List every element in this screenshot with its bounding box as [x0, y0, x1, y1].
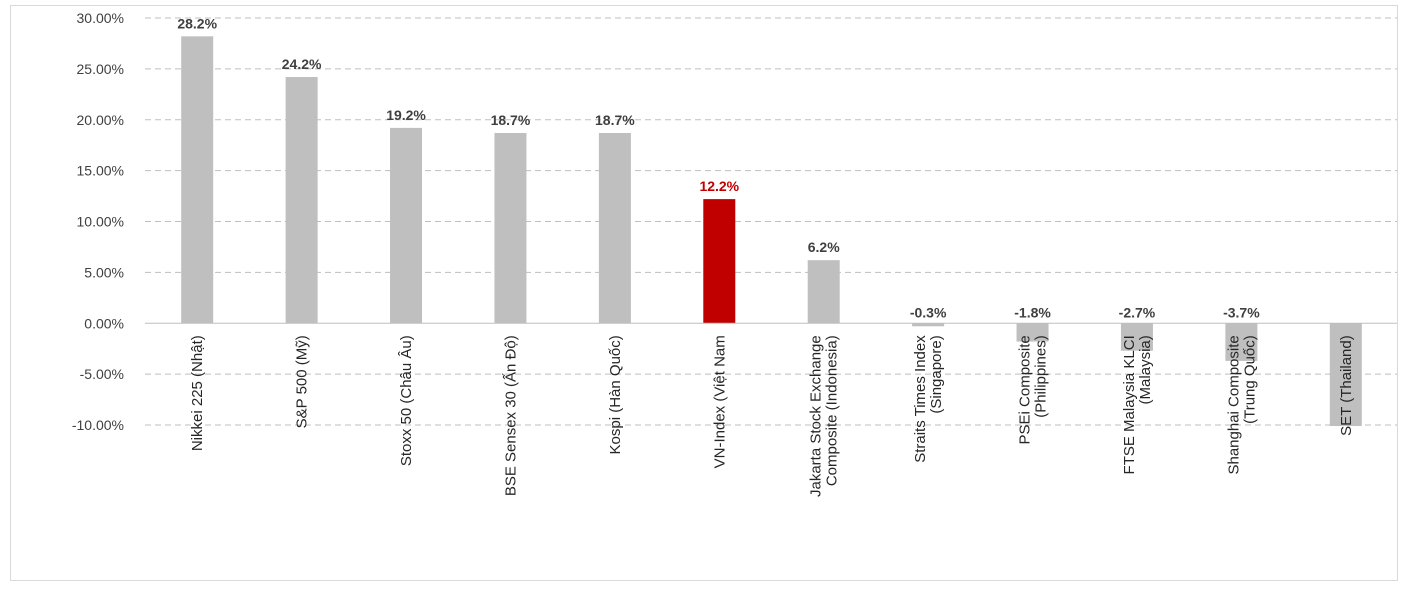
data-label: 18.7%	[595, 112, 635, 128]
category-label: Stoxx 50 (Châu Âu)	[398, 335, 415, 466]
y-tick-label: 25.00%	[77, 61, 124, 77]
y-tick-label: 0.00%	[84, 315, 124, 331]
category-label: S&P 500 (Mỹ)	[294, 335, 311, 428]
bar	[181, 36, 214, 324]
data-label: 19.2%	[386, 107, 426, 123]
category-label: (Philippines)	[1033, 335, 1050, 418]
category-label: Kospi (Hàn Quốc)	[607, 335, 624, 454]
category-label: Straits Times Index	[912, 335, 929, 463]
bar	[1329, 323, 1362, 427]
y-tick-label: -10.00%	[72, 417, 124, 433]
bar	[390, 127, 423, 324]
bar	[1225, 323, 1258, 361]
y-tick-label: 10.00%	[77, 214, 124, 230]
category-label: Shanghai Composite	[1225, 335, 1242, 474]
category-label: (Trung Quốc)	[1241, 335, 1258, 424]
category-label: Nikkei 225 (Nhật)	[189, 335, 206, 451]
category-label: FTSE Malaysia KLCI	[1121, 335, 1138, 474]
y-tick-label: -5.00%	[80, 366, 124, 382]
bar	[598, 132, 631, 324]
category-label: (Malaysia)	[1137, 335, 1154, 404]
category-label: PSEi Composite	[1017, 335, 1034, 444]
data-label: 18.7%	[491, 112, 531, 128]
y-tick-label: 20.00%	[77, 112, 124, 128]
category-label: BSE Sensex 30 (Ấn Độ)	[502, 335, 519, 496]
data-label: 6.2%	[808, 239, 840, 255]
category-label: VN-Index (Việt Nam	[711, 335, 728, 468]
data-labels: 28.2% 24.2% 19.2% 18.7% 18.7% 12.2% 6.2% -0.3% -…	[177, 15, 1260, 320]
category-label: (Singapore)	[928, 335, 945, 413]
data-label: -2.7%	[1119, 304, 1156, 320]
data-label: -1.8%	[1014, 304, 1051, 320]
data-label: 12.2%	[699, 178, 739, 194]
gridlines	[145, 17, 1398, 426]
data-label: -3.7%	[1223, 304, 1260, 320]
category-label: Composite (Indonesia)	[824, 335, 841, 486]
bar	[912, 323, 945, 327]
bar	[1120, 323, 1153, 351]
y-tick-label: 30.00%	[77, 10, 124, 26]
data-label: -0.3%	[910, 304, 947, 320]
bars	[181, 36, 1362, 427]
chart-frame	[10, 5, 1398, 581]
category-label: SET (Thailand)	[1338, 335, 1355, 436]
bar	[703, 199, 736, 324]
bar	[1016, 323, 1049, 342]
category-label: Jakarta Stock Exchange	[808, 335, 825, 497]
bar	[285, 77, 318, 324]
category-labels: Nikkei 225 (Nhật) S&P 500 (Mỹ) Stoxx 50 (C…	[189, 335, 1355, 497]
data-label: 24.2%	[282, 56, 322, 72]
y-tick-label: 15.00%	[77, 163, 124, 179]
data-label: 28.2%	[177, 15, 217, 31]
bar	[494, 132, 527, 324]
y-axis-ticks: 30.00% 25.00% 20.00% 15.00% 10.00% 5.00% 0.00%…	[72, 10, 124, 433]
y-tick-label: 5.00%	[84, 264, 124, 280]
bar	[807, 260, 840, 324]
